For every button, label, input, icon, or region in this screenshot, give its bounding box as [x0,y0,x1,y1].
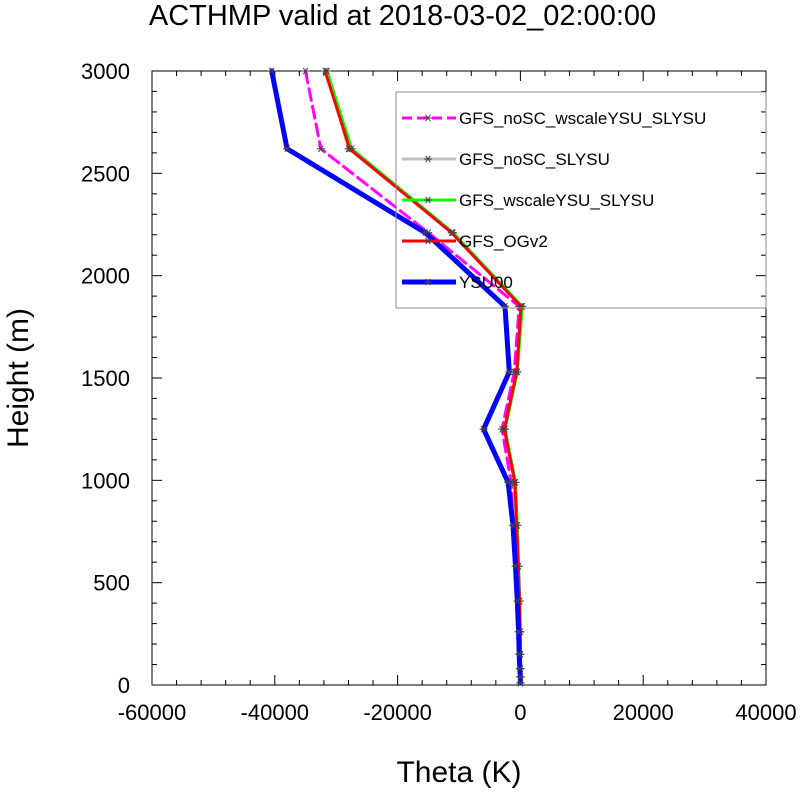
legend-marker [424,114,432,122]
data-point [321,67,330,75]
data-point [513,597,522,605]
legend-label: GFS_noSC_SLYSU [459,150,610,169]
legend-marker [424,237,432,245]
y-tick-label: 3000 [81,59,130,84]
data-point [500,425,509,433]
data-point [515,650,524,658]
legend-marker [424,278,432,286]
data-point [505,368,514,376]
data-point [511,562,520,570]
data-point [514,628,523,636]
data-point [447,229,456,237]
data-point [515,665,524,673]
data-point [479,425,488,433]
data-point [267,67,276,75]
y-tick-label: 500 [93,571,130,596]
x-tick-label: -40000 [241,700,310,725]
y-axis-label: Height (m) [2,307,35,449]
data-point [516,679,525,687]
data-point [516,673,525,681]
legend-label: GFS_noSC_wscaleYSU_SLYSU [459,109,706,128]
data-point [301,67,310,75]
legend-marker [424,196,432,204]
data-point [283,145,292,153]
x-tick-label: -20000 [363,700,432,725]
data-point [345,145,354,153]
x-tick-label: 20000 [613,700,674,725]
x-tick-label: -60000 [118,700,187,725]
legend-label: GFS_OGv2 [459,232,548,251]
y-tick-label: 0 [118,673,130,698]
data-point [421,229,430,237]
y-tick-label: 1000 [81,468,130,493]
y-tick-label: 1500 [81,366,130,391]
data-point [504,478,513,486]
legend-label: YSU00 [459,273,513,292]
x-axis-label: Theta (K) [396,756,522,789]
legend-marker [424,155,432,163]
data-point [509,521,518,529]
data-point [510,478,519,486]
chart-title: ACTHMP valid at 2018-03-02_02:00:00 [148,0,657,32]
data-point [512,368,521,376]
data-point [316,145,325,153]
legend-label: GFS_wscaleYSU_SLYSU [459,191,654,210]
legend-box [395,91,767,309]
y-tick-label: 2500 [81,161,130,186]
x-tick-label: 40000 [735,700,796,725]
x-tick-label: 0 [514,700,526,725]
y-tick-label: 2000 [81,264,130,289]
